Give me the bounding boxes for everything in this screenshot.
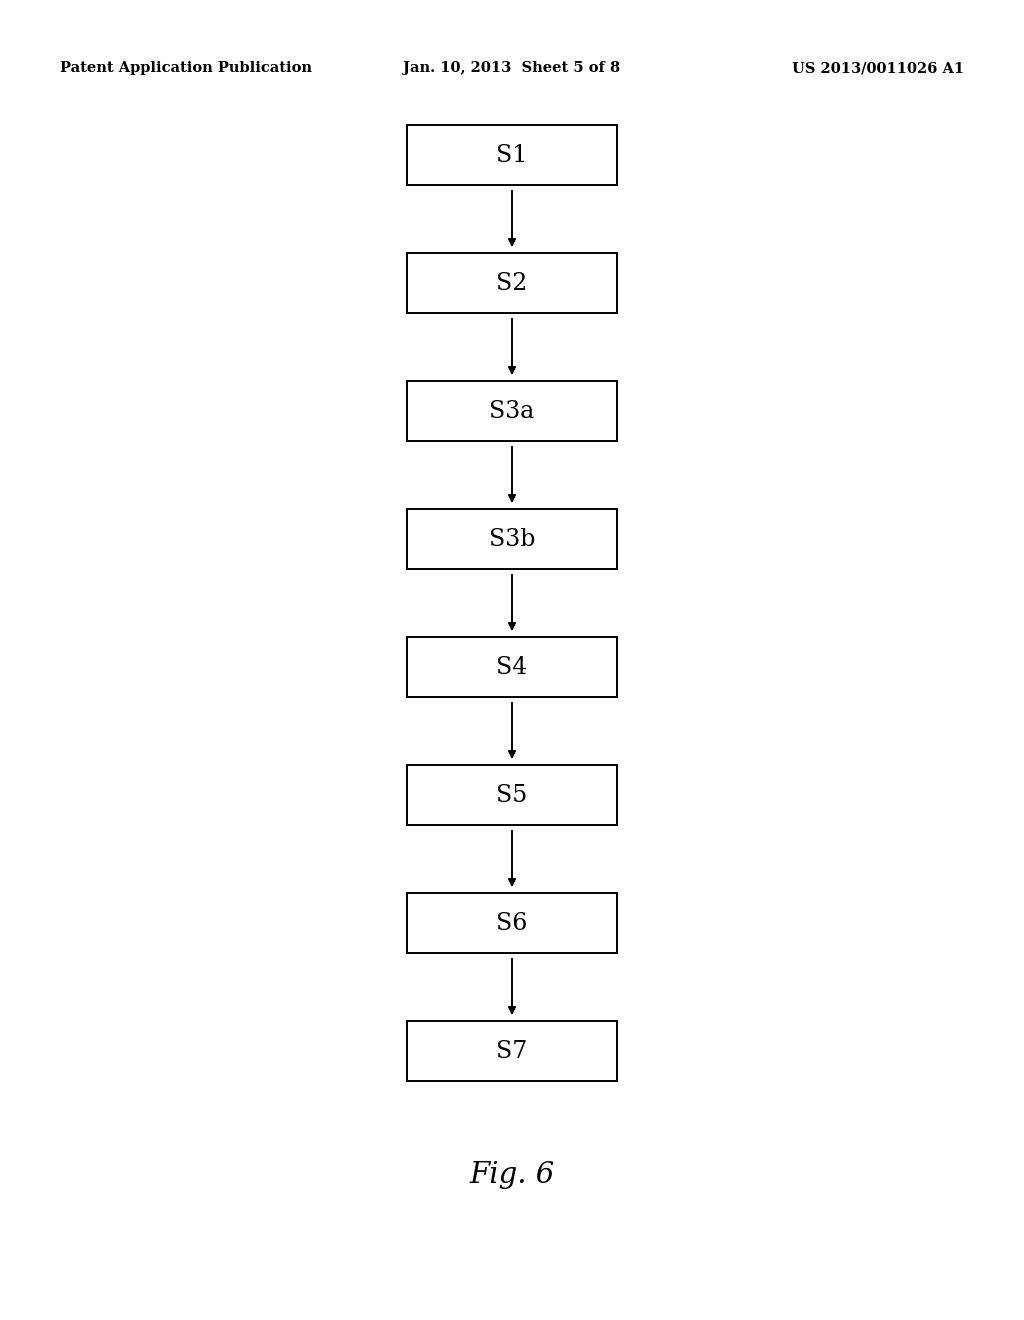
Text: S5: S5 [497, 784, 527, 807]
Text: Jan. 10, 2013  Sheet 5 of 8: Jan. 10, 2013 Sheet 5 of 8 [403, 61, 621, 75]
Bar [407, 638, 617, 697]
Bar [407, 381, 617, 441]
Text: S4: S4 [497, 656, 527, 678]
Text: Fig. 6: Fig. 6 [469, 1162, 555, 1189]
Bar [407, 766, 617, 825]
Text: S3b: S3b [488, 528, 536, 550]
Text: US 2013/0011026 A1: US 2013/0011026 A1 [792, 61, 964, 75]
Text: S2: S2 [497, 272, 527, 294]
Bar [407, 125, 617, 185]
Text: S1: S1 [497, 144, 527, 166]
Text: S3a: S3a [489, 400, 535, 422]
Bar [407, 510, 617, 569]
Bar [407, 1020, 617, 1081]
Text: S6: S6 [497, 912, 527, 935]
Bar [407, 894, 617, 953]
Bar [407, 253, 617, 313]
Text: S7: S7 [497, 1040, 527, 1063]
Text: Patent Application Publication: Patent Application Publication [60, 61, 312, 75]
